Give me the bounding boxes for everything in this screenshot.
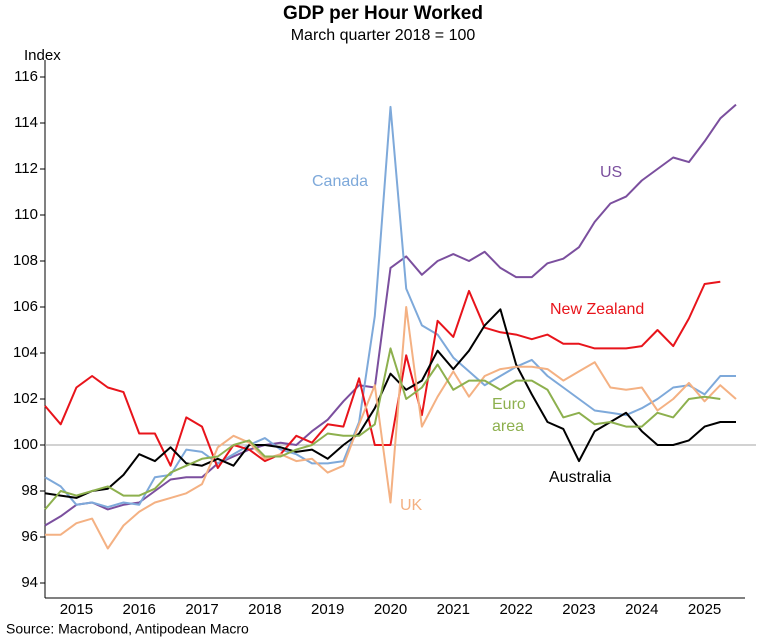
y-tick-label: 114 (14, 114, 38, 131)
x-tick-label: 2025 (688, 601, 721, 618)
x-tick-label: 2019 (311, 601, 344, 618)
series-label: New Zealand (550, 301, 644, 318)
x-tick-label: 2015 (60, 601, 93, 618)
x-tick-label: 2020 (374, 601, 407, 618)
series-label: Australia (549, 469, 611, 486)
chart-title: GDP per Hour Worked (283, 3, 483, 24)
chart-subtitle: March quarter 2018 = 100 (291, 27, 476, 44)
y-tick-label: 104 (13, 344, 38, 361)
series-line (44, 308, 736, 499)
series-line (44, 105, 736, 509)
y-tick-label: 108 (13, 252, 38, 269)
x-tick-label: 2018 (248, 601, 281, 618)
x-tick-label: 2016 (123, 601, 156, 618)
series-line (44, 347, 721, 511)
y-tick-label: 112 (14, 160, 38, 177)
y-tick-label: 96 (21, 528, 38, 545)
x-tick-label: 2024 (625, 601, 658, 618)
series-label: UK (400, 497, 423, 514)
y-tick-label: 106 (13, 298, 38, 315)
source: Source: Macrobond, Antipodean Macro (6, 621, 249, 637)
y-tick-label: 94 (21, 574, 38, 591)
x-tick-label: 2023 (562, 601, 595, 618)
y-tick-label: 100 (13, 436, 38, 453)
series-line (45, 306, 737, 550)
y-axis-label: Index (24, 47, 61, 64)
y-tick-label: 98 (21, 482, 38, 499)
series-label: Euro area (492, 396, 526, 435)
x-tick-label: 2022 (499, 601, 532, 618)
x-tick-label: 2021 (437, 601, 470, 618)
y-tick-label: 116 (14, 68, 38, 85)
y-tick-label: 110 (14, 206, 38, 223)
series-label: Canada (312, 173, 368, 190)
y-tick-label: 102 (13, 390, 38, 407)
x-tick-label: 2017 (185, 601, 218, 618)
series-line (44, 103, 737, 527)
series-label: US (600, 164, 622, 181)
